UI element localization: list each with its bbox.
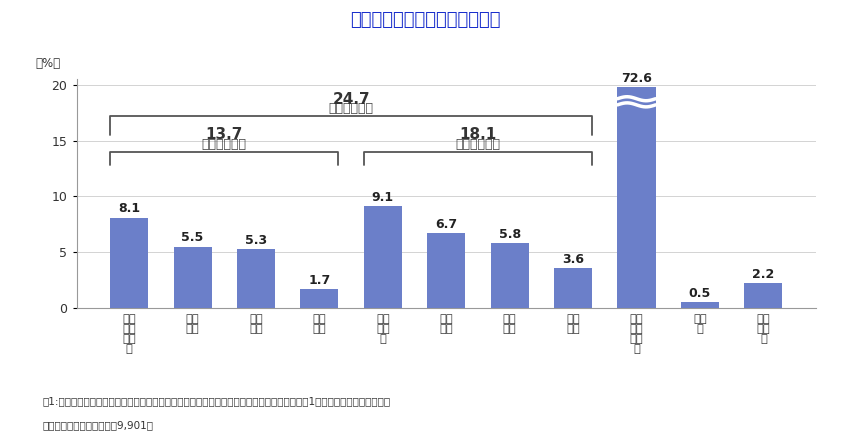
Text: 間接的な進出: 間接的な進出 xyxy=(456,138,501,150)
Text: 5.8: 5.8 xyxy=(499,228,521,241)
Bar xyxy=(173,246,212,308)
Text: 5.5: 5.5 xyxy=(181,231,204,244)
Text: 24.7: 24.7 xyxy=(332,92,370,106)
Text: 注1:「直接的な進出」「間接的な進出」「海外進出あり」は、内訳項目の少なくともいずれか1項目を選択した割合を表す: 注1:「直接的な進出」「間接的な進出」「海外進出あり」は、内訳項目の少なくともい… xyxy=(42,396,391,406)
Text: 2.2: 2.2 xyxy=(752,268,774,281)
Bar xyxy=(428,233,465,308)
Text: 3.6: 3.6 xyxy=(562,253,584,266)
Text: 13.7: 13.7 xyxy=(206,127,243,142)
Text: 8.1: 8.1 xyxy=(118,202,140,215)
Bar xyxy=(300,289,338,308)
Text: （%）: （%） xyxy=(36,57,61,70)
Bar xyxy=(745,283,782,308)
Text: 5.3: 5.3 xyxy=(245,234,267,246)
Text: 9.1: 9.1 xyxy=(371,191,394,204)
Text: 海外進出あり: 海外進出あり xyxy=(329,102,374,115)
Text: 18.1: 18.1 xyxy=(459,127,496,142)
Bar xyxy=(364,206,402,308)
Bar xyxy=(237,249,275,308)
Bar xyxy=(681,302,719,308)
Text: 0.5: 0.5 xyxy=(688,287,711,300)
Text: 1.7: 1.7 xyxy=(309,274,331,287)
Bar xyxy=(110,218,148,308)
Text: 注２：母数は有効回答企業9,901社: 注２：母数は有効回答企業9,901社 xyxy=(42,420,154,430)
Text: 6.7: 6.7 xyxy=(435,218,457,231)
Text: 直接的な進出: 直接的な進出 xyxy=(201,138,246,150)
Bar xyxy=(554,268,592,308)
Text: 72.6: 72.6 xyxy=(621,72,652,85)
Bar xyxy=(490,243,529,308)
Bar xyxy=(617,87,655,308)
Text: 海外への進出状況（複数回答）: 海外への進出状況（複数回答） xyxy=(349,11,501,29)
